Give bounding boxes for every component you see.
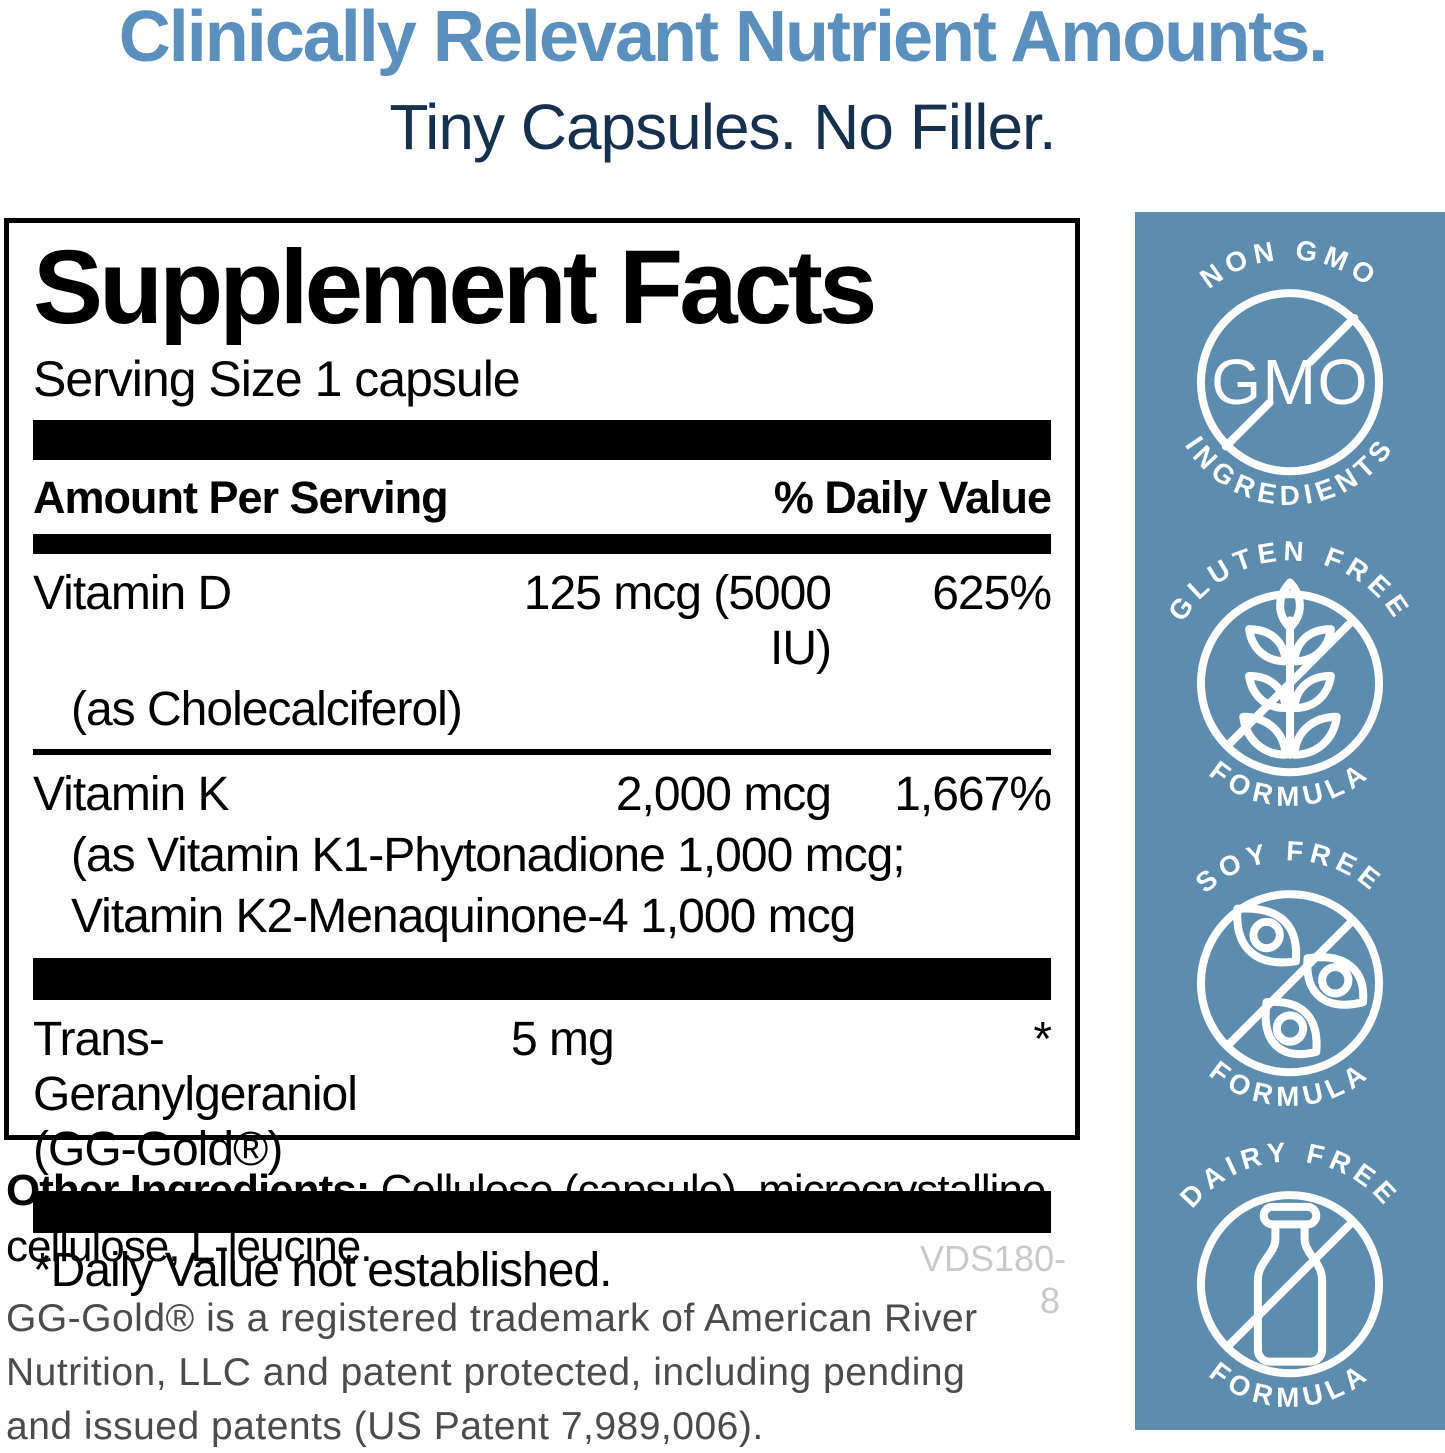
gluten-free-badge: GLUTEN FREE FORMULA [1162, 535, 1412, 812]
table-row: Vitamin K 2,000 mcg 1,667% (as Vitamin K… [33, 767, 1052, 944]
badge-top-label: SOY FREE [1190, 835, 1385, 899]
amount-per-serving-header: Amount Per Serving [33, 472, 449, 523]
daily-value-header: % Daily Value [773, 472, 1052, 523]
nutrient-name: Trans-Geranylgeraniol (GG-Gold®) [33, 1013, 358, 1176]
badge-bottom-label: FORMULA [1204, 1055, 1370, 1112]
page-subtitle: Tiny Capsules. No Filler. [389, 90, 1056, 163]
divider-line [33, 749, 1051, 755]
nutrient-daily-value: 1,667% [894, 768, 1052, 821]
nutrient-amount: 2,000 mcg [615, 768, 832, 821]
svg-text:NON GMO: NON GMO [1194, 234, 1385, 294]
soy-free-badge: SOY FREE FORMULA [1190, 835, 1391, 1112]
nutrient-name: Vitamin D [33, 567, 232, 620]
daily-value-footnote: *Daily Value not established. [33, 1244, 612, 1297]
wheat-crossed-icon [1196, 578, 1384, 776]
other-ingredients-label: Other Ingredients: [6, 1166, 370, 1215]
serving-size: Serving Size 1 capsule [33, 351, 521, 407]
nutrient-name: Vitamin K [33, 768, 230, 821]
badge-top-label: NON GMO [1194, 234, 1380, 294]
certification-sidebar: GMO NON GMO INGREDIENTS GLUTEN FREE FORM… [1135, 212, 1445, 1430]
svg-text:DAIRY FREE: DAIRY FREE [1174, 1136, 1406, 1213]
supplement-facts-panel: Supplement Facts Serving Size 1 capsule … [4, 218, 1080, 1297]
non-gmo-badge: GMO NON GMO INGREDIENTS [1179, 234, 1395, 511]
divider-bar [33, 1191, 1051, 1233]
svg-text:FORMULA: FORMULA [1204, 1055, 1376, 1112]
nutrient-detail: Vitamin K2-Menaquinone-4 1,000 mcg [71, 890, 856, 943]
gmo-center-label: GMO [1211, 346, 1369, 418]
supplement-facts-title: Supplement Facts [33, 229, 877, 346]
table-header-row: Amount Per Serving % Daily Value [33, 472, 1052, 524]
other-ingredients: Other Ingredients: Cellulose (capsule), … [6, 1163, 1066, 1276]
nutrient-detail: (as Cholecalciferol) [71, 683, 463, 736]
svg-text:FORMULA: FORMULA [1204, 754, 1376, 811]
table-row: Trans-Geranylgeraniol (GG-Gold®) 5 mg * [33, 1012, 1052, 1177]
divider-bar [33, 958, 1051, 1000]
soy-crossed-icon [1196, 890, 1384, 1077]
badge-top-label: DAIRY FREE [1174, 1136, 1400, 1213]
nutrient-amount: 5 mg [511, 1013, 615, 1066]
product-code: VDS180-8 [920, 1238, 1067, 1321]
dairy-free-badge: DAIRY FREE FORMULA [1174, 1136, 1406, 1413]
gmo-crossed-icon: GMO [1196, 289, 1384, 476]
nutrient-amount: 125 mcg (5000 IU) [523, 567, 832, 675]
page-header: Clinically Relevant Nutrient Amounts. Ti… [0, 0, 1445, 164]
svg-text:SOY FREE: SOY FREE [1190, 835, 1391, 899]
nutrient-daily-value: 625% [932, 567, 1052, 620]
page-title: Clinically Relevant Nutrient Amounts. [118, 0, 1329, 77]
nutrient-detail: (as Vitamin K1-Phytonadione 1,000 mcg; [71, 829, 906, 882]
milk-bottle-crossed-icon [1196, 1191, 1384, 1378]
divider-bar [33, 534, 1051, 554]
other-ingredients-text: Cellulose (capsule), microcrystalline ce… [6, 1166, 1046, 1272]
table-row: Vitamin D 125 mcg (5000 IU) 625% (as Cho… [33, 566, 1052, 737]
badge-bottom-label: FORMULA [1204, 754, 1370, 811]
trademark-note: GG-Gold® is a registered trademark of Am… [6, 1297, 978, 1448]
nutrient-daily-value: * [1033, 1013, 1052, 1066]
divider-bar [33, 420, 1051, 460]
